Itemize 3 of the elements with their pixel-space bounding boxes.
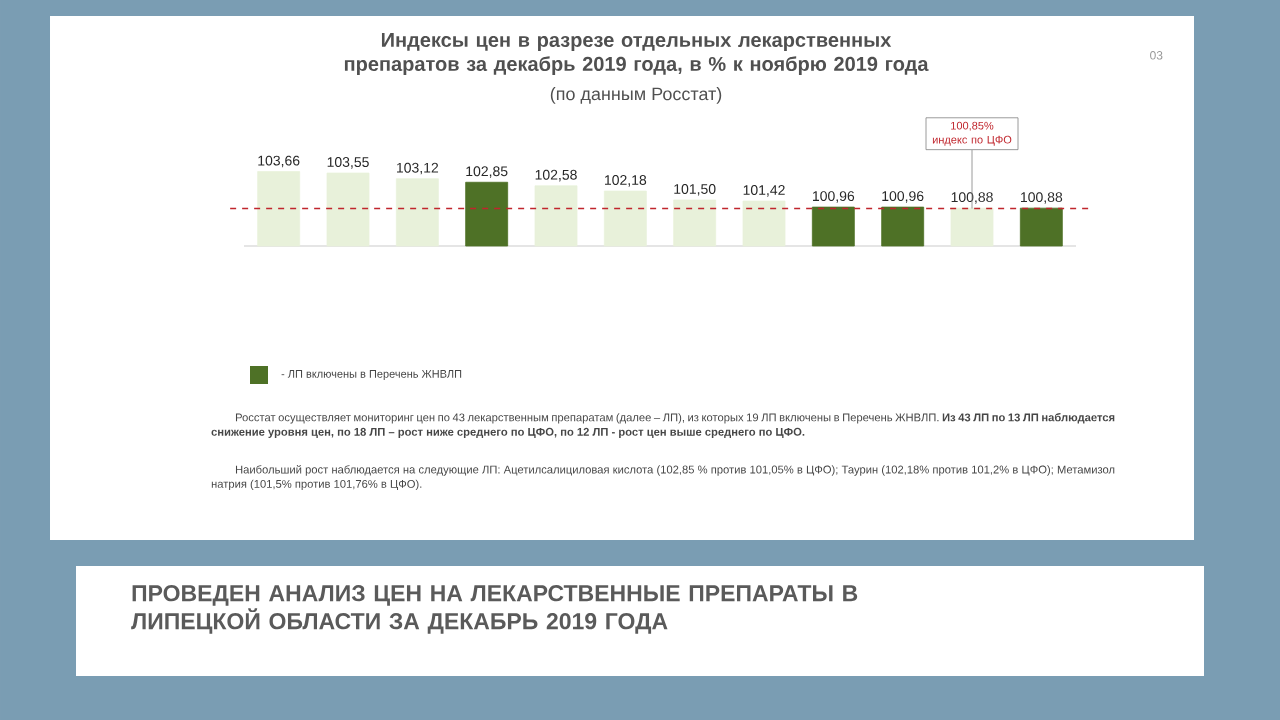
chart-subtitle: (по данным Росстат) — [550, 87, 722, 104]
chart-title: Индексы цен в разрезе отдельных лекарственных препаратов за декабрь 2019 года, в % к ноябрю 2019 года — [344, 33, 929, 75]
text: ПРОВЕДЕН АНАЛИЗ ЦЕН НА ЛЕКАРСТВЕННЫЕ ПРЕПАРАТЫ В ЛИПЕЦКОЙ ОБЛАСТИ ЗА ДЕКАБРЬ 2019 ГОДА — [131, 585, 858, 634]
